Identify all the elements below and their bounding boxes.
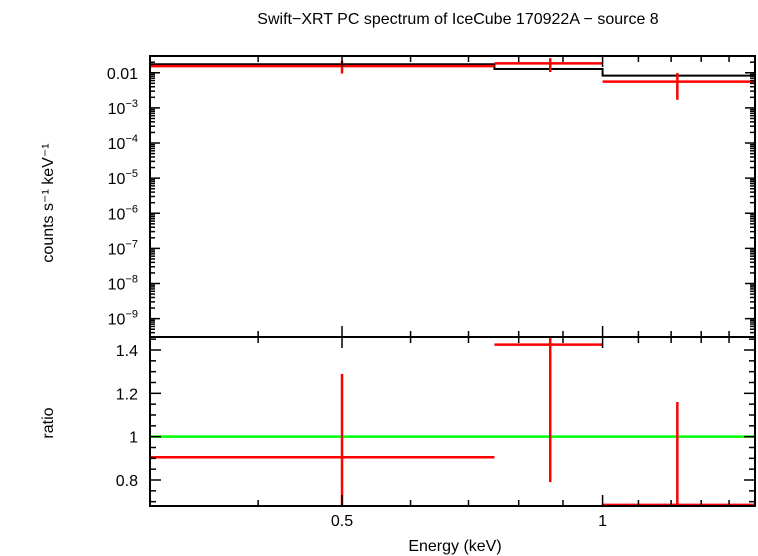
top-ytick-label-2: 10−4 [108,133,138,153]
bottom-plot-frame [149,336,756,507]
x-axis-label: Energy (keV) [408,538,501,555]
bottom-ytick-label-1: 1 [129,430,138,447]
top-ytick-label-7: 10−9 [108,309,138,329]
bottom-ytick-label-3: 1.4 [116,343,138,360]
bottom-ytick-label-2: 1.2 [116,386,138,403]
top-ytick-label-1: 10−3 [108,98,138,118]
top-ytick-label-5: 10−7 [108,238,138,258]
chart-title: Swift−XRT PC spectrum of IceCube 170922A… [257,11,659,28]
top-y-axis-label: counts s⁻¹ keV⁻¹ [40,143,57,262]
xtick-label-0: 0.5 [331,513,353,530]
top-plot-frame [149,55,756,338]
bottom-y-axis-label: ratio [40,407,57,438]
top-ytick-label-0: 0.01 [107,66,138,83]
bottom-panel: 0.5 1 0.8 1 1.2 1.4 [116,336,756,530]
top-ytick-label-3: 10−5 [108,168,138,188]
top-ytick-label-6: 10−8 [108,274,138,294]
top-ytick-label-4: 10−6 [108,203,138,223]
xtick-label-1: 1 [598,513,607,530]
bottom-ytick-label-0: 0.8 [116,473,138,490]
top-panel: 0.01 10−3 10−4 10−5 10−6 10−7 10−8 10−9 [107,55,756,338]
model-step-line [150,63,755,77]
